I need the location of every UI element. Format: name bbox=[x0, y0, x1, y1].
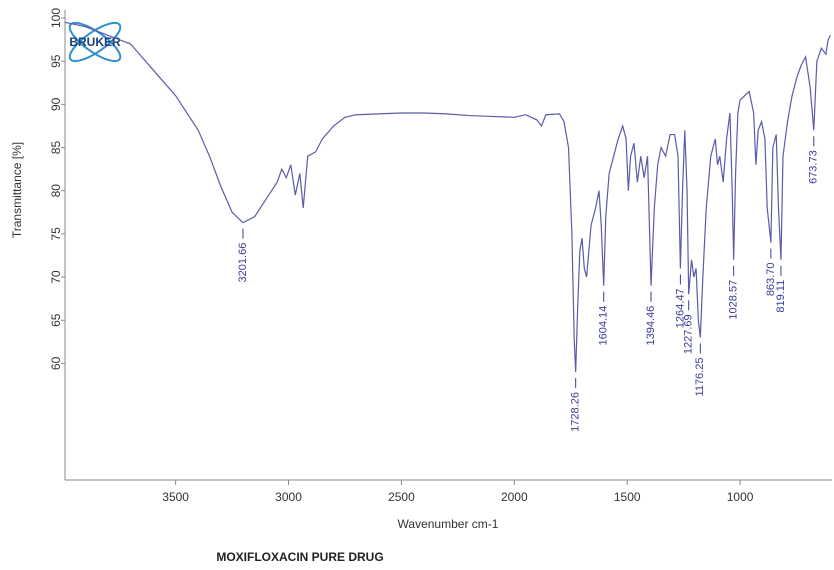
peak-label: 819.11 bbox=[775, 280, 787, 313]
peak-label: 1394.46 bbox=[645, 306, 657, 346]
y-tick-label: 70 bbox=[49, 270, 63, 284]
logo: BRUKER bbox=[68, 21, 122, 63]
y-tick-label: 100 bbox=[49, 8, 63, 28]
peak-label: 1227.69 bbox=[683, 314, 695, 354]
chart-title: MOXIFLOXACIN PURE DRUG bbox=[216, 550, 383, 564]
peak-label: 863.70 bbox=[765, 263, 777, 297]
y-tick-label: 85 bbox=[49, 141, 63, 155]
spectrum-line bbox=[64, 21, 831, 373]
peak-label: 673.73 bbox=[808, 150, 820, 184]
x-tick-label: 1500 bbox=[614, 490, 641, 504]
logo-orbit bbox=[68, 21, 122, 63]
y-tick-label: 80 bbox=[49, 184, 63, 198]
y-tick-label: 95 bbox=[49, 54, 63, 68]
logo-orbit bbox=[68, 21, 122, 63]
peak-label: 1728.26 bbox=[570, 392, 582, 432]
logo-text: BRUKER bbox=[69, 35, 121, 49]
x-tick-label: 2000 bbox=[501, 490, 528, 504]
y-axis-label: Transmittance [%] bbox=[10, 142, 24, 238]
y-tick-label: 75 bbox=[49, 227, 63, 241]
peak-label: 1028.57 bbox=[728, 280, 740, 320]
peak-label: 1176.25 bbox=[694, 358, 706, 397]
peak-label: 1264.47 bbox=[674, 288, 686, 328]
peak-label: 3201.66 bbox=[237, 243, 249, 283]
x-tick-label: 1000 bbox=[727, 490, 754, 504]
x-tick-label: 2500 bbox=[388, 490, 415, 504]
y-tick-label: 65 bbox=[49, 313, 63, 327]
peak-label: 1604.14 bbox=[598, 306, 610, 346]
y-tick-label: 90 bbox=[49, 97, 63, 111]
y-tick-label: 60 bbox=[49, 356, 63, 370]
x-axis-label: Wavenumber cm-1 bbox=[398, 517, 499, 531]
x-tick-label: 3500 bbox=[162, 490, 189, 504]
x-tick-label: 3000 bbox=[275, 490, 302, 504]
